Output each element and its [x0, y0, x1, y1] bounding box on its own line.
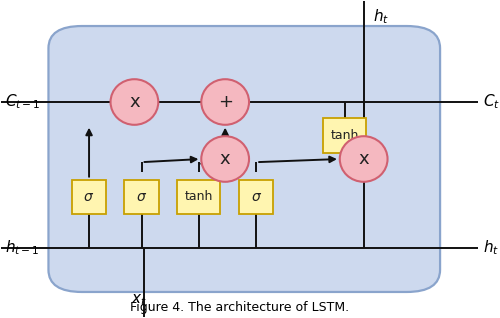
- Text: $\sigma$: $\sigma$: [250, 190, 262, 204]
- Text: x: x: [220, 150, 230, 168]
- Text: x: x: [358, 150, 369, 168]
- Text: tanh: tanh: [330, 129, 358, 142]
- Text: $h_t$: $h_t$: [483, 238, 499, 257]
- Ellipse shape: [202, 79, 249, 125]
- FancyBboxPatch shape: [239, 180, 274, 214]
- Text: $h_{t-1}$: $h_{t-1}$: [6, 238, 40, 257]
- Ellipse shape: [110, 79, 158, 125]
- FancyBboxPatch shape: [178, 180, 220, 214]
- Text: +: +: [218, 93, 232, 111]
- Ellipse shape: [340, 136, 388, 182]
- FancyBboxPatch shape: [323, 118, 366, 153]
- Text: $\sigma$: $\sigma$: [136, 190, 147, 204]
- Text: $C_{t-1}$: $C_{t-1}$: [6, 93, 41, 111]
- Text: x: x: [129, 93, 140, 111]
- FancyBboxPatch shape: [48, 26, 440, 292]
- Text: $C_t$: $C_t$: [483, 93, 500, 111]
- Text: tanh: tanh: [184, 190, 213, 204]
- Text: Figure 4. The architecture of LSTM.: Figure 4. The architecture of LSTM.: [130, 301, 349, 314]
- Ellipse shape: [202, 136, 249, 182]
- FancyBboxPatch shape: [124, 180, 159, 214]
- Text: $h_t$: $h_t$: [373, 7, 390, 26]
- FancyBboxPatch shape: [72, 180, 106, 214]
- Text: $x_t$: $x_t$: [131, 292, 147, 308]
- Text: $\sigma$: $\sigma$: [84, 190, 94, 204]
